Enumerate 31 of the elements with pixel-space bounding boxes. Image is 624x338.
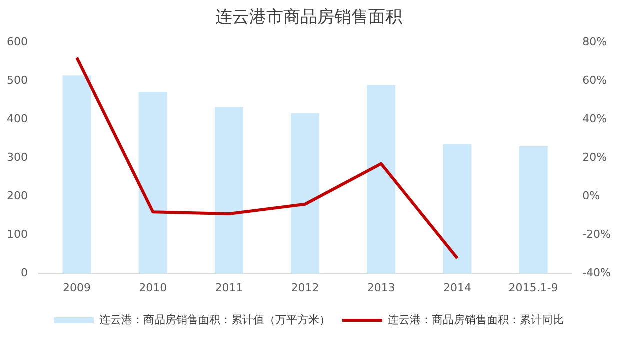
bar <box>138 92 168 274</box>
x-tick-label: 2015.1-9 <box>508 281 558 294</box>
y-tick-label: 600 <box>6 35 28 48</box>
y-tick-label: 100 <box>6 228 28 242</box>
y2-tick-label: -40% <box>582 266 612 280</box>
y-tick-label: 0 <box>20 266 28 280</box>
y2-tick-label: 60% <box>582 74 608 87</box>
bar <box>291 113 320 274</box>
bar <box>367 85 396 274</box>
y-tick-label: 500 <box>6 74 28 87</box>
y2-tick-label: 0% <box>582 190 600 203</box>
y2-tick-label: 80% <box>582 35 608 48</box>
x-tick-label: 2010 <box>139 281 168 294</box>
y-tick-label: 300 <box>6 150 28 164</box>
chart-title: 连云港市商品房销售面积 <box>216 8 402 28</box>
bar <box>62 76 92 274</box>
y-tick-label: 400 <box>6 112 28 126</box>
x-tick-label: 2009 <box>63 281 92 294</box>
y-tick-label: 200 <box>6 190 28 203</box>
x-tick-label: 2014 <box>443 281 472 294</box>
bar <box>519 146 548 274</box>
y2-tick-label: -20% <box>582 228 612 242</box>
x-tick-label: 2011 <box>215 281 244 294</box>
x-tick-label: 2013 <box>367 281 396 294</box>
x-tick-label: 2012 <box>291 281 320 294</box>
bar <box>443 144 472 274</box>
bar <box>214 107 244 274</box>
y2-tick-label: 40% <box>582 112 608 126</box>
legend-label: 连云港：商品房销售面积：累计值（万平方米） <box>100 313 330 326</box>
legend-label: 连云港：商品房销售面积：累计同比 <box>388 313 564 326</box>
y2-tick-label: 20% <box>582 150 608 164</box>
